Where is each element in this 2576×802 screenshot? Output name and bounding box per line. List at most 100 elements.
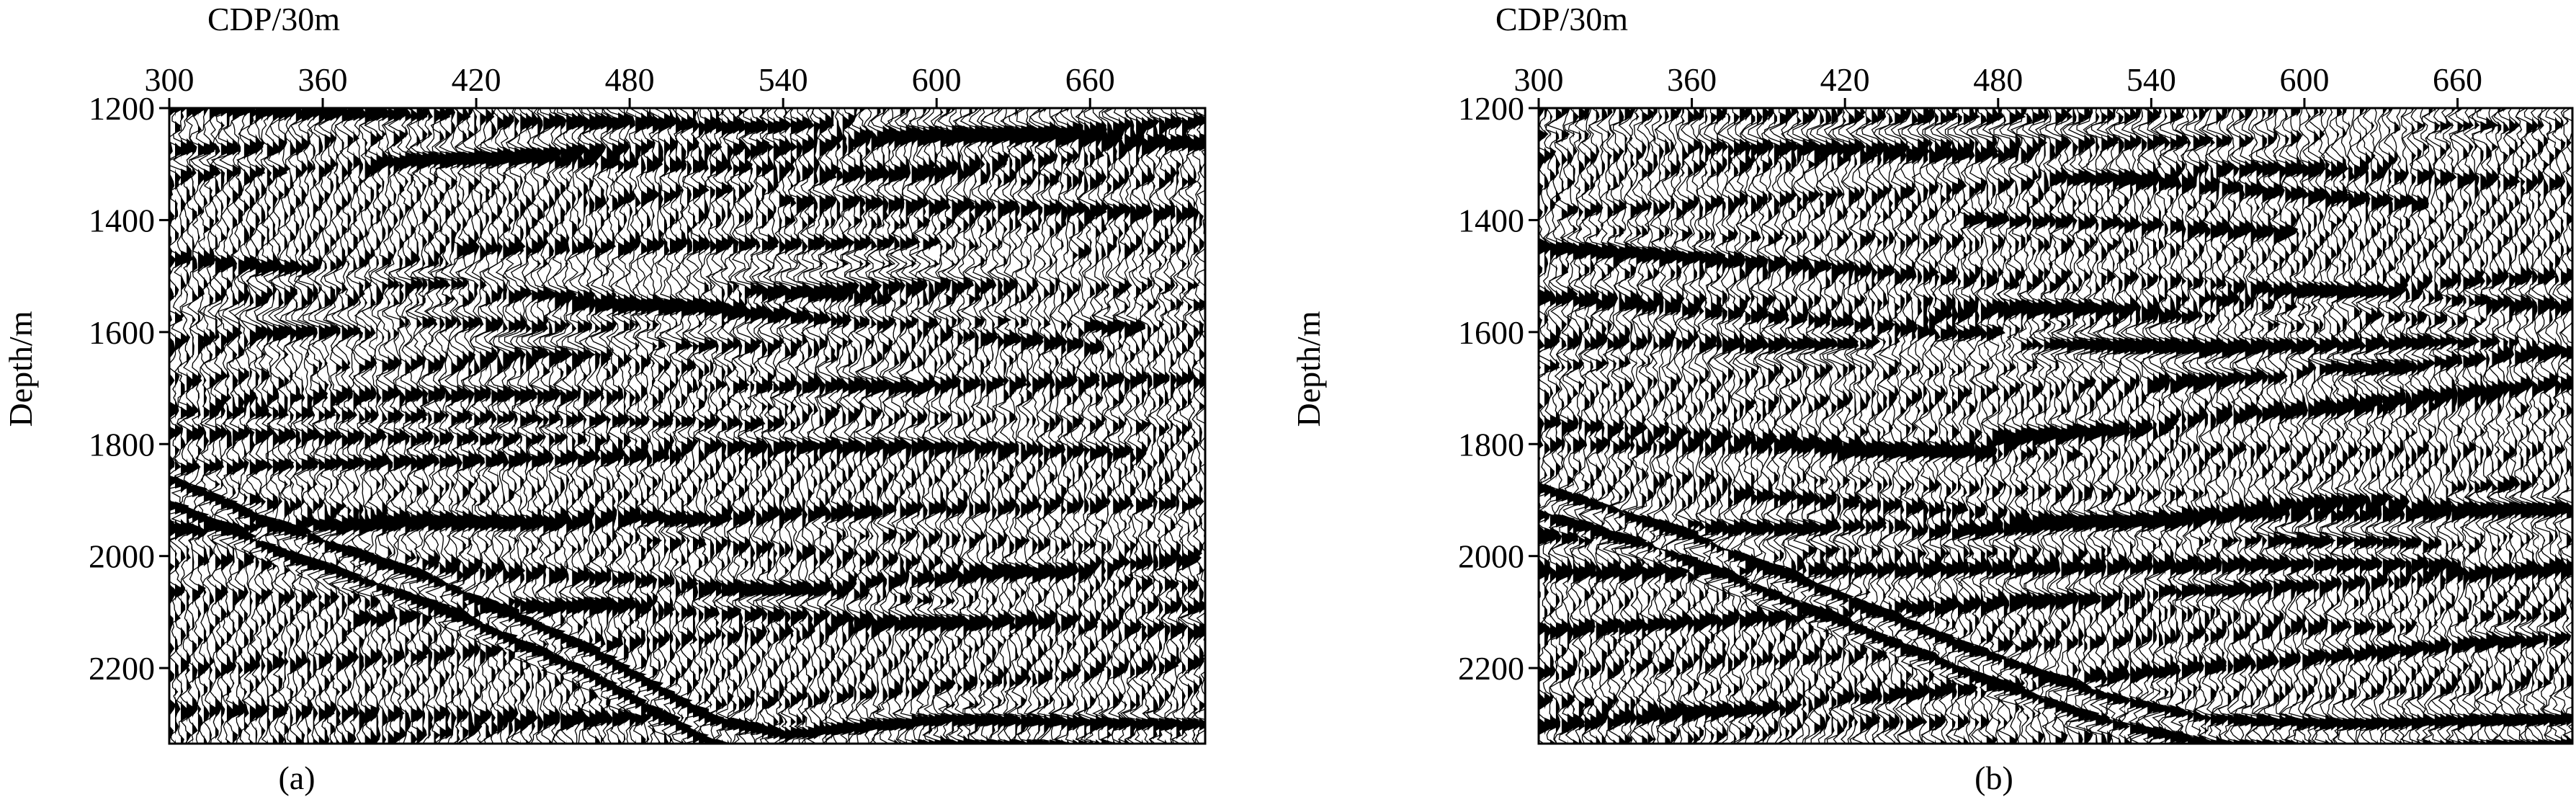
trace-wiggle xyxy=(2333,108,2365,744)
trace-wiggle xyxy=(2211,108,2244,744)
trace-fill xyxy=(301,108,317,744)
trace-fill xyxy=(854,108,870,744)
trace-wiggle xyxy=(2366,108,2400,744)
trace-wiggle xyxy=(1781,108,1812,744)
trace-fill xyxy=(790,108,807,744)
trace-wiggle xyxy=(2403,108,2435,744)
trace-wiggle xyxy=(2045,108,2078,744)
x-axis-title: CDP/30m xyxy=(207,1,340,37)
trace-wiggle xyxy=(762,108,797,744)
trace-fill xyxy=(388,108,402,744)
trace-wiggle xyxy=(610,108,640,744)
trace-wiggle xyxy=(1027,108,1055,744)
trace-fill xyxy=(2032,108,2049,744)
trace-fill xyxy=(1188,108,1201,744)
trace-wiggle xyxy=(1631,108,1665,744)
trace-wiggle xyxy=(2033,108,2067,744)
trace-fill xyxy=(1027,108,1043,744)
trace-wiggle xyxy=(454,108,485,744)
y-axis-title: Depth/m xyxy=(2,311,39,427)
trace-wiggle xyxy=(574,108,604,744)
trace-wiggle xyxy=(1916,108,1946,744)
trace-wiggle xyxy=(1740,108,1771,744)
trace-wiggle xyxy=(1036,108,1067,744)
trace-wiggle xyxy=(1849,108,1883,744)
trace-fill xyxy=(1055,108,1071,744)
trace-fill xyxy=(940,108,957,744)
trace-wiggle xyxy=(629,108,658,744)
trace-fill xyxy=(917,108,934,744)
trace-fill xyxy=(767,108,784,744)
trace-fill xyxy=(882,108,899,744)
trace-fill xyxy=(1825,108,1841,744)
trace-wiggle xyxy=(521,108,555,744)
trace-fill xyxy=(1883,108,1899,744)
trace-fill xyxy=(1676,108,1692,744)
trace-wiggle xyxy=(774,108,808,744)
trace-fill xyxy=(2325,108,2341,744)
trace-fill xyxy=(2222,108,2237,744)
trace-wiggle xyxy=(2248,108,2279,744)
trace-wiggle xyxy=(463,108,497,744)
trace-wiggle xyxy=(1838,108,1871,744)
trace-fill xyxy=(1078,108,1093,744)
trace-wiggle xyxy=(2137,108,2170,744)
trace-wiggle xyxy=(1748,108,1779,744)
trace-fill xyxy=(2446,108,2462,744)
trace-wiggle xyxy=(475,108,508,744)
x-tick-label: 480 xyxy=(1973,61,2023,98)
trace-fill xyxy=(1980,108,1995,744)
trace-wiggle xyxy=(1588,108,1619,744)
trace-fill xyxy=(888,108,905,744)
trace-wiggle xyxy=(1982,108,2015,744)
trace-fill xyxy=(1061,108,1077,744)
trace-fill xyxy=(946,108,962,744)
trace-wiggle xyxy=(245,108,277,744)
trace-fill xyxy=(802,108,814,744)
trace-fill xyxy=(2049,108,2066,744)
trace-fill xyxy=(347,108,364,744)
trace-fill xyxy=(2538,108,2554,744)
trace-fill xyxy=(859,108,876,744)
trace-wiggle xyxy=(841,108,872,744)
trace-wiggle xyxy=(2273,108,2302,744)
trace-fill xyxy=(1194,108,1205,744)
x-tick-label: 600 xyxy=(2279,61,2329,98)
trace-fill xyxy=(1745,108,1757,744)
trace-wiggle xyxy=(336,108,370,744)
trace-wiggle xyxy=(2464,108,2497,744)
x-tick-label: 600 xyxy=(912,61,962,98)
trace-fill xyxy=(1717,108,1732,744)
trace-wiggle xyxy=(169,108,198,744)
trace-fill xyxy=(232,108,249,744)
trace-fill xyxy=(2297,108,2312,744)
seismic-panel-b: CDP/30m Depth/m (b) 300 360 420 480 540 600 66… xyxy=(1288,0,2576,802)
trace-wiggle xyxy=(370,108,399,744)
trace-wiggle xyxy=(659,108,693,744)
trace-fill xyxy=(2371,108,2387,744)
trace-fill xyxy=(1986,108,2003,744)
trace-wiggle xyxy=(702,108,732,744)
trace-fill xyxy=(169,108,184,744)
trace-fill xyxy=(773,108,790,744)
seismic-traces xyxy=(169,108,1205,744)
trace-wiggle xyxy=(2372,108,2405,744)
trace-fill xyxy=(681,108,695,744)
trace-fill xyxy=(284,108,300,744)
trace-wiggle xyxy=(994,108,1026,744)
trace-fill xyxy=(1003,108,1020,744)
trace-fill xyxy=(2302,108,2318,744)
x-tick-label: 480 xyxy=(605,61,655,98)
trace-wiggle xyxy=(1689,108,1722,744)
trace-wiggle xyxy=(509,108,544,744)
y-tick-label: 1800 xyxy=(89,426,155,463)
trace-wiggle xyxy=(331,108,365,744)
trace-fill xyxy=(1831,108,1846,744)
trace-wiggle xyxy=(1712,108,1742,744)
trace-wiggle xyxy=(2407,108,2441,744)
trace-wiggle xyxy=(1174,108,1202,744)
trace-wiggle xyxy=(2028,108,2060,744)
trace-wiggle xyxy=(2179,108,2207,744)
trace-fill xyxy=(911,108,928,744)
trace-wiggle xyxy=(860,108,893,744)
